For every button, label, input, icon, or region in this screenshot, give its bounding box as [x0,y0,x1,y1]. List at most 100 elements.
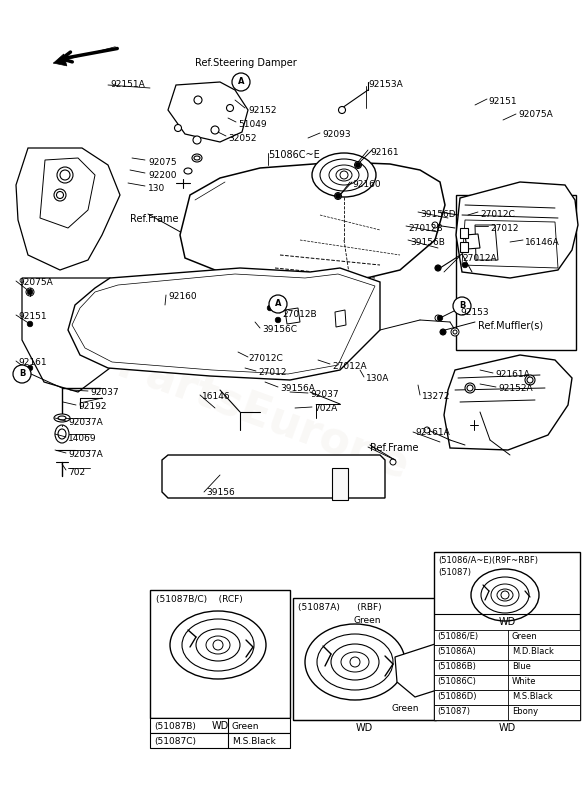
Circle shape [194,96,202,104]
Circle shape [527,377,533,383]
Bar [150,718,290,733]
Text: 92161: 92161 [18,358,47,367]
Text: 92037A: 92037A [68,450,103,459]
Ellipse shape [194,156,200,160]
Circle shape [335,194,341,198]
Circle shape [267,305,273,310]
Bar [434,660,580,675]
Text: 92151A: 92151A [110,80,145,89]
Text: 27012A: 27012A [462,254,496,263]
Text: 92151: 92151 [18,312,47,321]
Text: (51086A): (51086A) [437,647,476,656]
Text: 92161A: 92161A [495,370,530,379]
Text: Green: Green [353,616,381,625]
Polygon shape [162,455,385,498]
Bar [460,242,468,252]
Text: (51086D): (51086D) [437,692,477,701]
Ellipse shape [481,577,529,613]
Ellipse shape [55,425,69,443]
Text: (51086/A~E)(R9F~RBF): (51086/A~E)(R9F~RBF) [438,556,538,565]
Text: M.D.Black: M.D.Black [512,647,554,656]
Text: WD: WD [211,721,228,731]
Text: 702: 702 [68,468,85,477]
Circle shape [435,315,441,321]
Text: PartsEurope: PartsEurope [111,343,415,489]
Text: WD: WD [356,723,373,733]
Text: 13272: 13272 [422,392,450,401]
Bar [434,675,580,690]
Text: M.S.Black: M.S.Black [512,692,552,701]
Text: (51087): (51087) [437,707,470,716]
Text: 51086C~E: 51086C~E [268,150,320,160]
Polygon shape [40,158,95,228]
Text: 92160: 92160 [168,292,197,301]
Polygon shape [180,162,445,282]
Text: 92160: 92160 [352,180,381,189]
Text: 27012C: 27012C [248,354,283,363]
Circle shape [227,105,234,111]
Bar [456,195,576,350]
Circle shape [275,317,281,322]
Ellipse shape [341,652,369,672]
Ellipse shape [170,611,266,679]
Text: Ebony: Ebony [512,707,538,716]
Ellipse shape [497,589,513,601]
Text: 27012A: 27012A [332,362,367,371]
Ellipse shape [182,619,254,671]
Text: WD: WD [498,617,516,627]
Text: (51087C): (51087C) [154,737,196,746]
Circle shape [424,427,430,433]
Text: (51086C): (51086C) [437,677,476,686]
Text: 51049: 51049 [238,120,267,129]
Text: (51087): (51087) [438,568,471,577]
Text: A: A [274,299,281,309]
Circle shape [27,365,33,371]
Bar [434,552,580,720]
Circle shape [453,297,471,315]
Text: 92075A: 92075A [518,110,552,119]
Bar [434,705,580,720]
Polygon shape [462,220,558,268]
Bar [150,733,290,748]
Ellipse shape [58,416,66,420]
Text: 92192: 92192 [78,402,106,411]
Text: 16146A: 16146A [525,238,559,247]
Ellipse shape [184,168,192,174]
Polygon shape [444,355,572,450]
Circle shape [335,193,342,199]
Bar [460,228,468,238]
Circle shape [211,126,219,134]
Text: 92153: 92153 [460,308,489,317]
Text: 39156A: 39156A [280,384,315,393]
Circle shape [440,329,446,335]
Circle shape [350,657,360,667]
Circle shape [453,330,457,334]
Text: 92075A: 92075A [18,278,53,287]
Circle shape [390,459,396,465]
Circle shape [467,385,473,391]
Text: 92037: 92037 [90,388,119,397]
Circle shape [355,162,361,168]
Text: 92075: 92075 [148,158,176,167]
Ellipse shape [331,644,379,680]
Ellipse shape [58,429,66,439]
Text: (51087B): (51087B) [154,722,196,731]
Ellipse shape [317,634,393,690]
Polygon shape [72,274,375,374]
Text: 27012B: 27012B [282,310,317,319]
Polygon shape [285,308,300,324]
Circle shape [27,321,33,326]
Circle shape [435,266,441,270]
Text: 92093: 92093 [322,130,350,139]
Circle shape [26,288,34,296]
Text: Blue: Blue [512,662,531,671]
Text: Green: Green [391,704,419,713]
Ellipse shape [312,153,376,197]
Polygon shape [456,182,578,278]
Polygon shape [465,234,480,249]
Circle shape [13,365,31,383]
Text: 27012B: 27012B [408,224,443,233]
Circle shape [525,375,535,385]
Text: 702A: 702A [314,404,337,413]
Circle shape [437,315,443,321]
